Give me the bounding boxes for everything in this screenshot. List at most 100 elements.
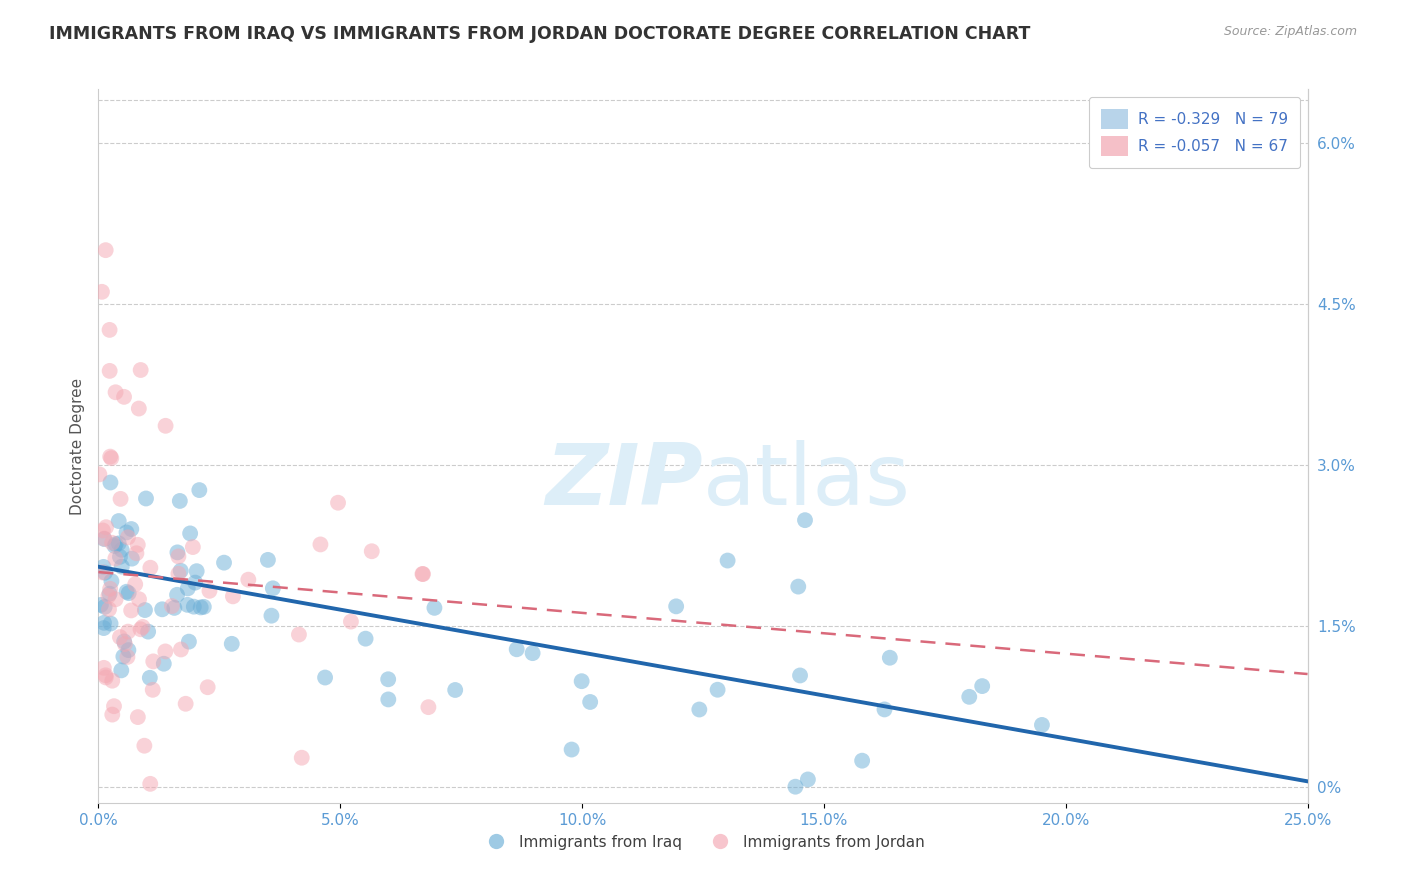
Point	[160, 599, 183, 613]
Point	[127, 538, 149, 552]
Point	[505, 642, 527, 657]
Text: atlas: atlas	[703, 440, 911, 524]
Point	[98, 364, 121, 378]
Point	[128, 592, 150, 607]
Point	[108, 549, 131, 564]
Point	[100, 616, 122, 631]
Point	[238, 573, 260, 587]
Point	[129, 622, 152, 636]
Point	[90, 285, 112, 299]
Text: IMMIGRANTS FROM IRAQ VS IMMIGRANTS FROM JORDAN DOCTORATE DEGREE CORRELATION CHAR: IMMIGRANTS FROM IRAQ VS IMMIGRANTS FROM …	[49, 25, 1031, 43]
Point	[93, 560, 115, 574]
Point	[571, 674, 593, 689]
Point	[112, 390, 135, 404]
Point	[131, 620, 153, 634]
Point	[98, 450, 121, 464]
Point	[418, 700, 440, 714]
Point	[142, 682, 165, 697]
Point	[522, 646, 544, 660]
Point	[221, 637, 243, 651]
Point	[107, 536, 129, 550]
Point	[136, 624, 159, 639]
Point	[174, 697, 197, 711]
Point	[183, 599, 205, 614]
Point	[169, 494, 191, 508]
Point	[98, 587, 121, 601]
Point	[193, 599, 215, 614]
Point	[90, 598, 112, 612]
Point	[262, 582, 284, 596]
Point	[879, 650, 901, 665]
Point	[377, 692, 399, 706]
Point	[100, 574, 122, 589]
Point	[198, 583, 221, 598]
Point	[176, 598, 198, 612]
Point	[135, 491, 157, 506]
Point	[1031, 718, 1053, 732]
Point	[139, 671, 162, 685]
Point	[128, 401, 150, 416]
Point	[288, 627, 311, 641]
Point	[120, 522, 142, 536]
Point	[129, 363, 152, 377]
Point	[706, 682, 728, 697]
Point	[94, 243, 117, 257]
Point	[110, 664, 132, 678]
Point	[124, 577, 146, 591]
Point	[111, 542, 134, 557]
Point	[97, 589, 120, 603]
Point	[117, 643, 139, 657]
Point	[104, 537, 127, 551]
Point	[101, 535, 124, 549]
Point	[794, 513, 817, 527]
Point	[98, 582, 121, 596]
Point	[120, 603, 142, 617]
Point	[411, 566, 433, 581]
Point	[94, 670, 117, 684]
Point	[957, 690, 980, 704]
Point	[121, 551, 143, 566]
Point	[98, 323, 121, 337]
Point	[125, 546, 148, 560]
Point	[166, 588, 188, 602]
Point	[94, 520, 117, 534]
Point	[104, 385, 127, 400]
Point	[873, 702, 896, 716]
Point	[785, 780, 807, 794]
Point	[104, 592, 127, 607]
Point	[155, 644, 177, 658]
Point	[91, 566, 114, 580]
Text: Source: ZipAtlas.com: Source: ZipAtlas.com	[1223, 25, 1357, 38]
Point	[170, 564, 193, 578]
Point	[787, 580, 810, 594]
Point	[184, 575, 207, 590]
Point	[177, 582, 200, 596]
Point	[115, 584, 138, 599]
Point	[212, 556, 235, 570]
Point	[110, 491, 132, 506]
Point	[155, 418, 177, 433]
Point	[117, 624, 139, 639]
Point	[190, 600, 212, 615]
Point	[354, 632, 377, 646]
Point	[117, 649, 139, 664]
Point	[117, 530, 139, 544]
Point	[360, 544, 382, 558]
Point	[260, 608, 283, 623]
Point	[166, 545, 188, 559]
Point	[688, 702, 710, 716]
Point	[188, 483, 211, 497]
Point	[94, 668, 117, 682]
Point	[789, 668, 811, 682]
Point	[101, 707, 124, 722]
Point	[104, 551, 127, 566]
Point	[89, 467, 111, 482]
Point	[94, 566, 117, 580]
Text: ZIP: ZIP	[546, 440, 703, 524]
Point	[127, 710, 149, 724]
Point	[444, 683, 467, 698]
Point	[93, 532, 115, 546]
Point	[114, 637, 136, 651]
Point	[716, 553, 738, 567]
Point	[134, 739, 156, 753]
